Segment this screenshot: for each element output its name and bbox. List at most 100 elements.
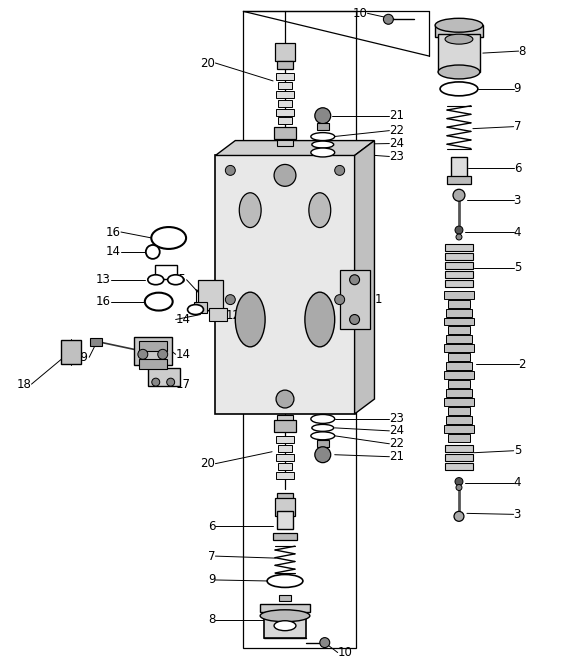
Bar bbox=[264, 614, 306, 638]
Bar bbox=[445, 454, 473, 461]
Ellipse shape bbox=[440, 82, 478, 96]
Ellipse shape bbox=[311, 432, 335, 440]
Text: 17: 17 bbox=[176, 377, 190, 391]
Bar bbox=[446, 362, 472, 370]
Bar bbox=[278, 446, 292, 452]
Text: 13: 13 bbox=[96, 273, 111, 286]
Bar bbox=[446, 389, 472, 397]
Bar bbox=[275, 43, 295, 61]
Bar bbox=[447, 176, 471, 184]
Text: 22: 22 bbox=[389, 438, 404, 450]
Bar bbox=[277, 511, 293, 530]
Bar bbox=[278, 82, 292, 89]
Text: 16: 16 bbox=[106, 226, 121, 238]
Text: 14: 14 bbox=[176, 313, 190, 326]
Bar bbox=[274, 420, 296, 432]
Bar bbox=[277, 140, 293, 146]
Bar bbox=[445, 446, 473, 452]
Bar bbox=[274, 126, 296, 138]
Bar bbox=[155, 265, 177, 279]
Bar bbox=[451, 158, 467, 177]
Ellipse shape bbox=[235, 292, 265, 347]
Bar bbox=[62, 340, 81, 364]
Circle shape bbox=[315, 447, 331, 463]
Bar bbox=[444, 398, 474, 406]
Bar bbox=[317, 123, 329, 130]
Bar bbox=[139, 359, 166, 369]
Ellipse shape bbox=[438, 65, 480, 79]
Circle shape bbox=[225, 166, 235, 175]
Bar bbox=[209, 308, 227, 322]
Circle shape bbox=[349, 275, 360, 285]
Bar bbox=[340, 270, 369, 330]
Bar bbox=[445, 463, 473, 470]
Polygon shape bbox=[215, 140, 374, 156]
Text: 4: 4 bbox=[514, 476, 521, 489]
Ellipse shape bbox=[260, 610, 310, 622]
Circle shape bbox=[384, 15, 393, 24]
Bar bbox=[278, 117, 292, 124]
Bar bbox=[90, 338, 102, 346]
Ellipse shape bbox=[276, 390, 294, 408]
Text: 3: 3 bbox=[514, 508, 521, 521]
Bar bbox=[446, 308, 472, 316]
Bar bbox=[448, 407, 470, 415]
Ellipse shape bbox=[435, 19, 483, 32]
Text: 8: 8 bbox=[208, 613, 215, 626]
Text: 20: 20 bbox=[201, 56, 215, 70]
Bar bbox=[139, 342, 166, 352]
Ellipse shape bbox=[239, 193, 261, 228]
Bar bbox=[435, 25, 483, 37]
Bar bbox=[277, 61, 293, 69]
Ellipse shape bbox=[309, 193, 331, 228]
Circle shape bbox=[315, 108, 331, 124]
Ellipse shape bbox=[312, 424, 333, 432]
Ellipse shape bbox=[148, 275, 164, 285]
Text: 3: 3 bbox=[514, 194, 521, 207]
Text: 4: 4 bbox=[514, 226, 521, 238]
Ellipse shape bbox=[188, 305, 203, 314]
Text: 16: 16 bbox=[96, 295, 111, 308]
Circle shape bbox=[335, 166, 345, 175]
Text: 5: 5 bbox=[514, 261, 521, 274]
Circle shape bbox=[456, 234, 462, 240]
Circle shape bbox=[152, 378, 160, 386]
Text: 19: 19 bbox=[74, 351, 89, 364]
Circle shape bbox=[225, 295, 235, 305]
Text: 12: 12 bbox=[225, 309, 241, 322]
Bar bbox=[276, 472, 294, 479]
Ellipse shape bbox=[267, 575, 303, 587]
Text: 21: 21 bbox=[389, 109, 404, 122]
Text: 7: 7 bbox=[208, 549, 215, 563]
Ellipse shape bbox=[274, 621, 296, 631]
Bar bbox=[260, 604, 310, 612]
Ellipse shape bbox=[168, 275, 184, 285]
Bar bbox=[448, 434, 470, 442]
Bar bbox=[444, 371, 474, 379]
Ellipse shape bbox=[312, 141, 333, 148]
Text: 6: 6 bbox=[208, 520, 215, 533]
Text: 24: 24 bbox=[389, 137, 404, 150]
Bar bbox=[277, 415, 293, 421]
Ellipse shape bbox=[151, 227, 186, 249]
Bar bbox=[446, 416, 472, 424]
Bar bbox=[448, 380, 470, 388]
Circle shape bbox=[158, 350, 168, 359]
Bar bbox=[279, 595, 291, 601]
Bar bbox=[276, 454, 294, 461]
Text: 8: 8 bbox=[519, 44, 526, 58]
Bar bbox=[448, 354, 470, 361]
Bar bbox=[277, 493, 293, 501]
Bar bbox=[276, 436, 294, 444]
Text: 23: 23 bbox=[389, 150, 404, 163]
Bar bbox=[317, 440, 329, 448]
Circle shape bbox=[335, 295, 345, 305]
Polygon shape bbox=[355, 140, 374, 414]
Text: 5: 5 bbox=[514, 444, 521, 457]
Bar bbox=[444, 291, 474, 299]
Text: 6: 6 bbox=[514, 162, 521, 175]
Text: 20: 20 bbox=[201, 457, 215, 470]
Text: 23: 23 bbox=[389, 412, 404, 426]
Bar bbox=[445, 254, 473, 260]
Ellipse shape bbox=[445, 34, 473, 44]
